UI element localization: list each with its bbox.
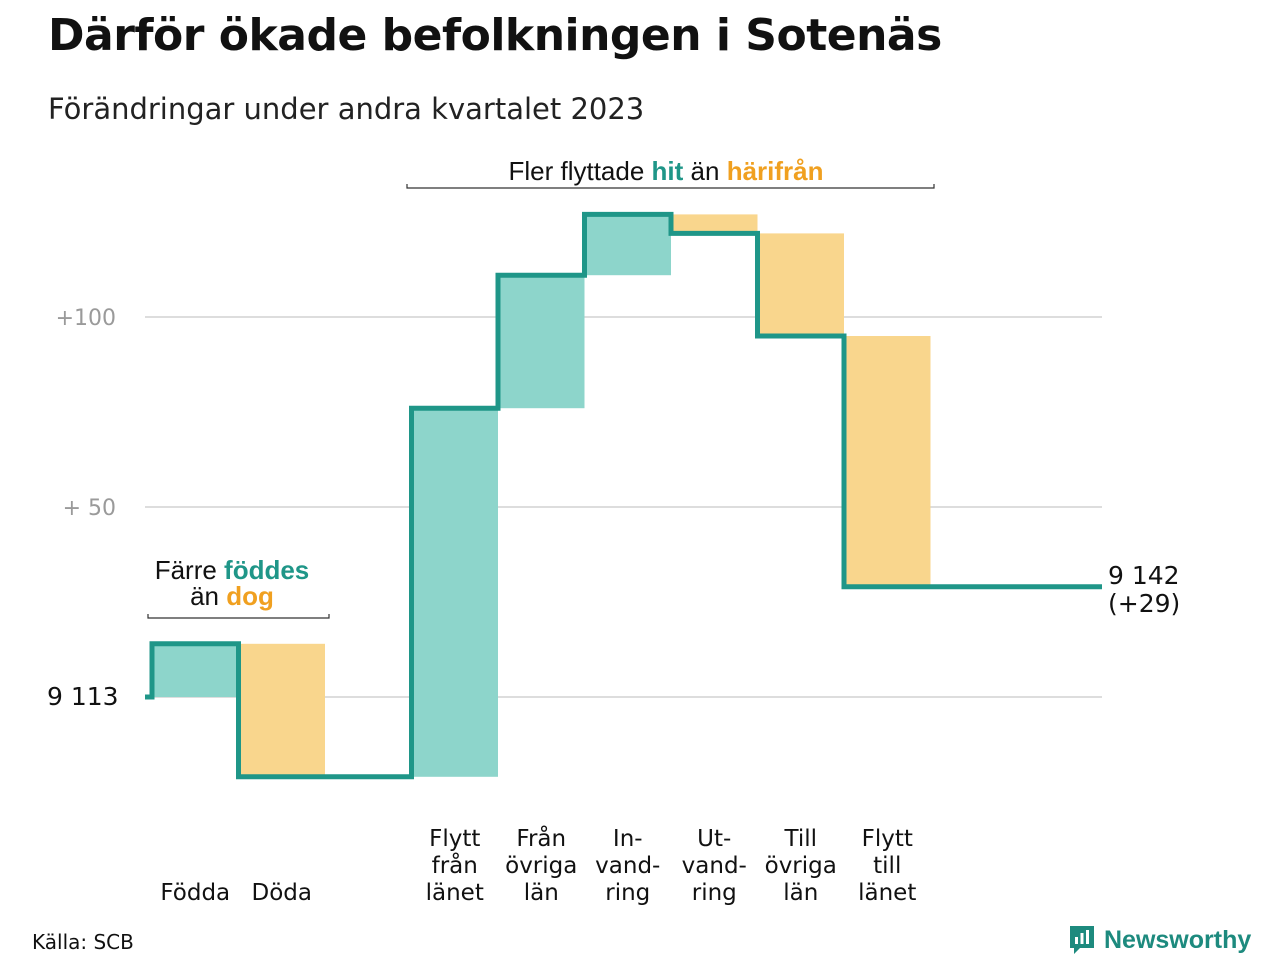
annotation-text: än [190,581,226,611]
category-label: ring [692,880,737,906]
category-label: länet [426,880,484,906]
category-label: Från [516,824,566,852]
category-label: vand- [595,853,660,879]
annotation-highlight-out: härifrån [727,156,824,186]
category-label: vand- [682,853,747,879]
category-label: Flytt [862,826,913,852]
bar-chart-logo-icon [1070,926,1094,954]
annotation-highlight-deaths: dog [226,581,274,611]
chart-subtitle: Förändringar under andra kvartalet 2023 [48,92,645,126]
waterfall-bar [152,643,239,697]
chart-title: Därför ökade befolkningen i Sotenäs [48,10,942,61]
waterfall-bar [844,336,931,587]
cumulative-step-line [145,211,1102,780]
y-tick-label: + 50 [63,496,116,521]
category-label: till [873,853,901,879]
category-label: In- [613,826,643,852]
waterfall-bar [757,233,844,336]
category-label: län [524,880,559,906]
end-value-label: 9 142 [1108,561,1180,590]
category-label: Till [783,826,817,852]
brand-name: Newsworthy [1104,925,1252,954]
category-label: Döda [252,880,312,906]
waterfall-bar [671,214,758,234]
annotation-text: Färre [155,555,224,585]
natural-change-annotation-line2: än dog [190,581,274,611]
newsworthy-logo: Newsworthy [1068,924,1251,956]
waterfall-bar [584,214,671,276]
category-label: övriga [505,853,577,879]
category-label: länet [858,880,916,906]
natural-change-annotation-line1: Färre föddes [155,555,310,585]
natural-change-bracket [147,614,330,619]
category-label: Flytt [429,826,480,852]
annotation-highlight-in: hit [652,156,684,186]
source-note: Källa: SCB [32,930,134,954]
end-change-label: (+29) [1108,589,1180,618]
category-label: från [432,851,478,879]
migration-bracket [406,184,935,189]
category-label: Födda [160,880,230,906]
annotation-text: än [683,156,726,186]
category-label: övriga [765,853,837,879]
category-label: ring [605,880,650,906]
annotation-highlight-births: föddes [224,555,309,585]
migration-annotation: Fler flyttade hit än härifrån [508,156,823,186]
start-value-label: 9 113 [47,682,119,711]
waterfall-bar [411,408,498,777]
category-label: län [783,880,818,906]
waterfall-bar [498,275,585,409]
waterfall-bar [238,643,325,777]
y-tick-label: +100 [56,306,116,331]
annotation-text: Fler flyttade [508,156,651,186]
category-label: Ut- [697,826,731,852]
